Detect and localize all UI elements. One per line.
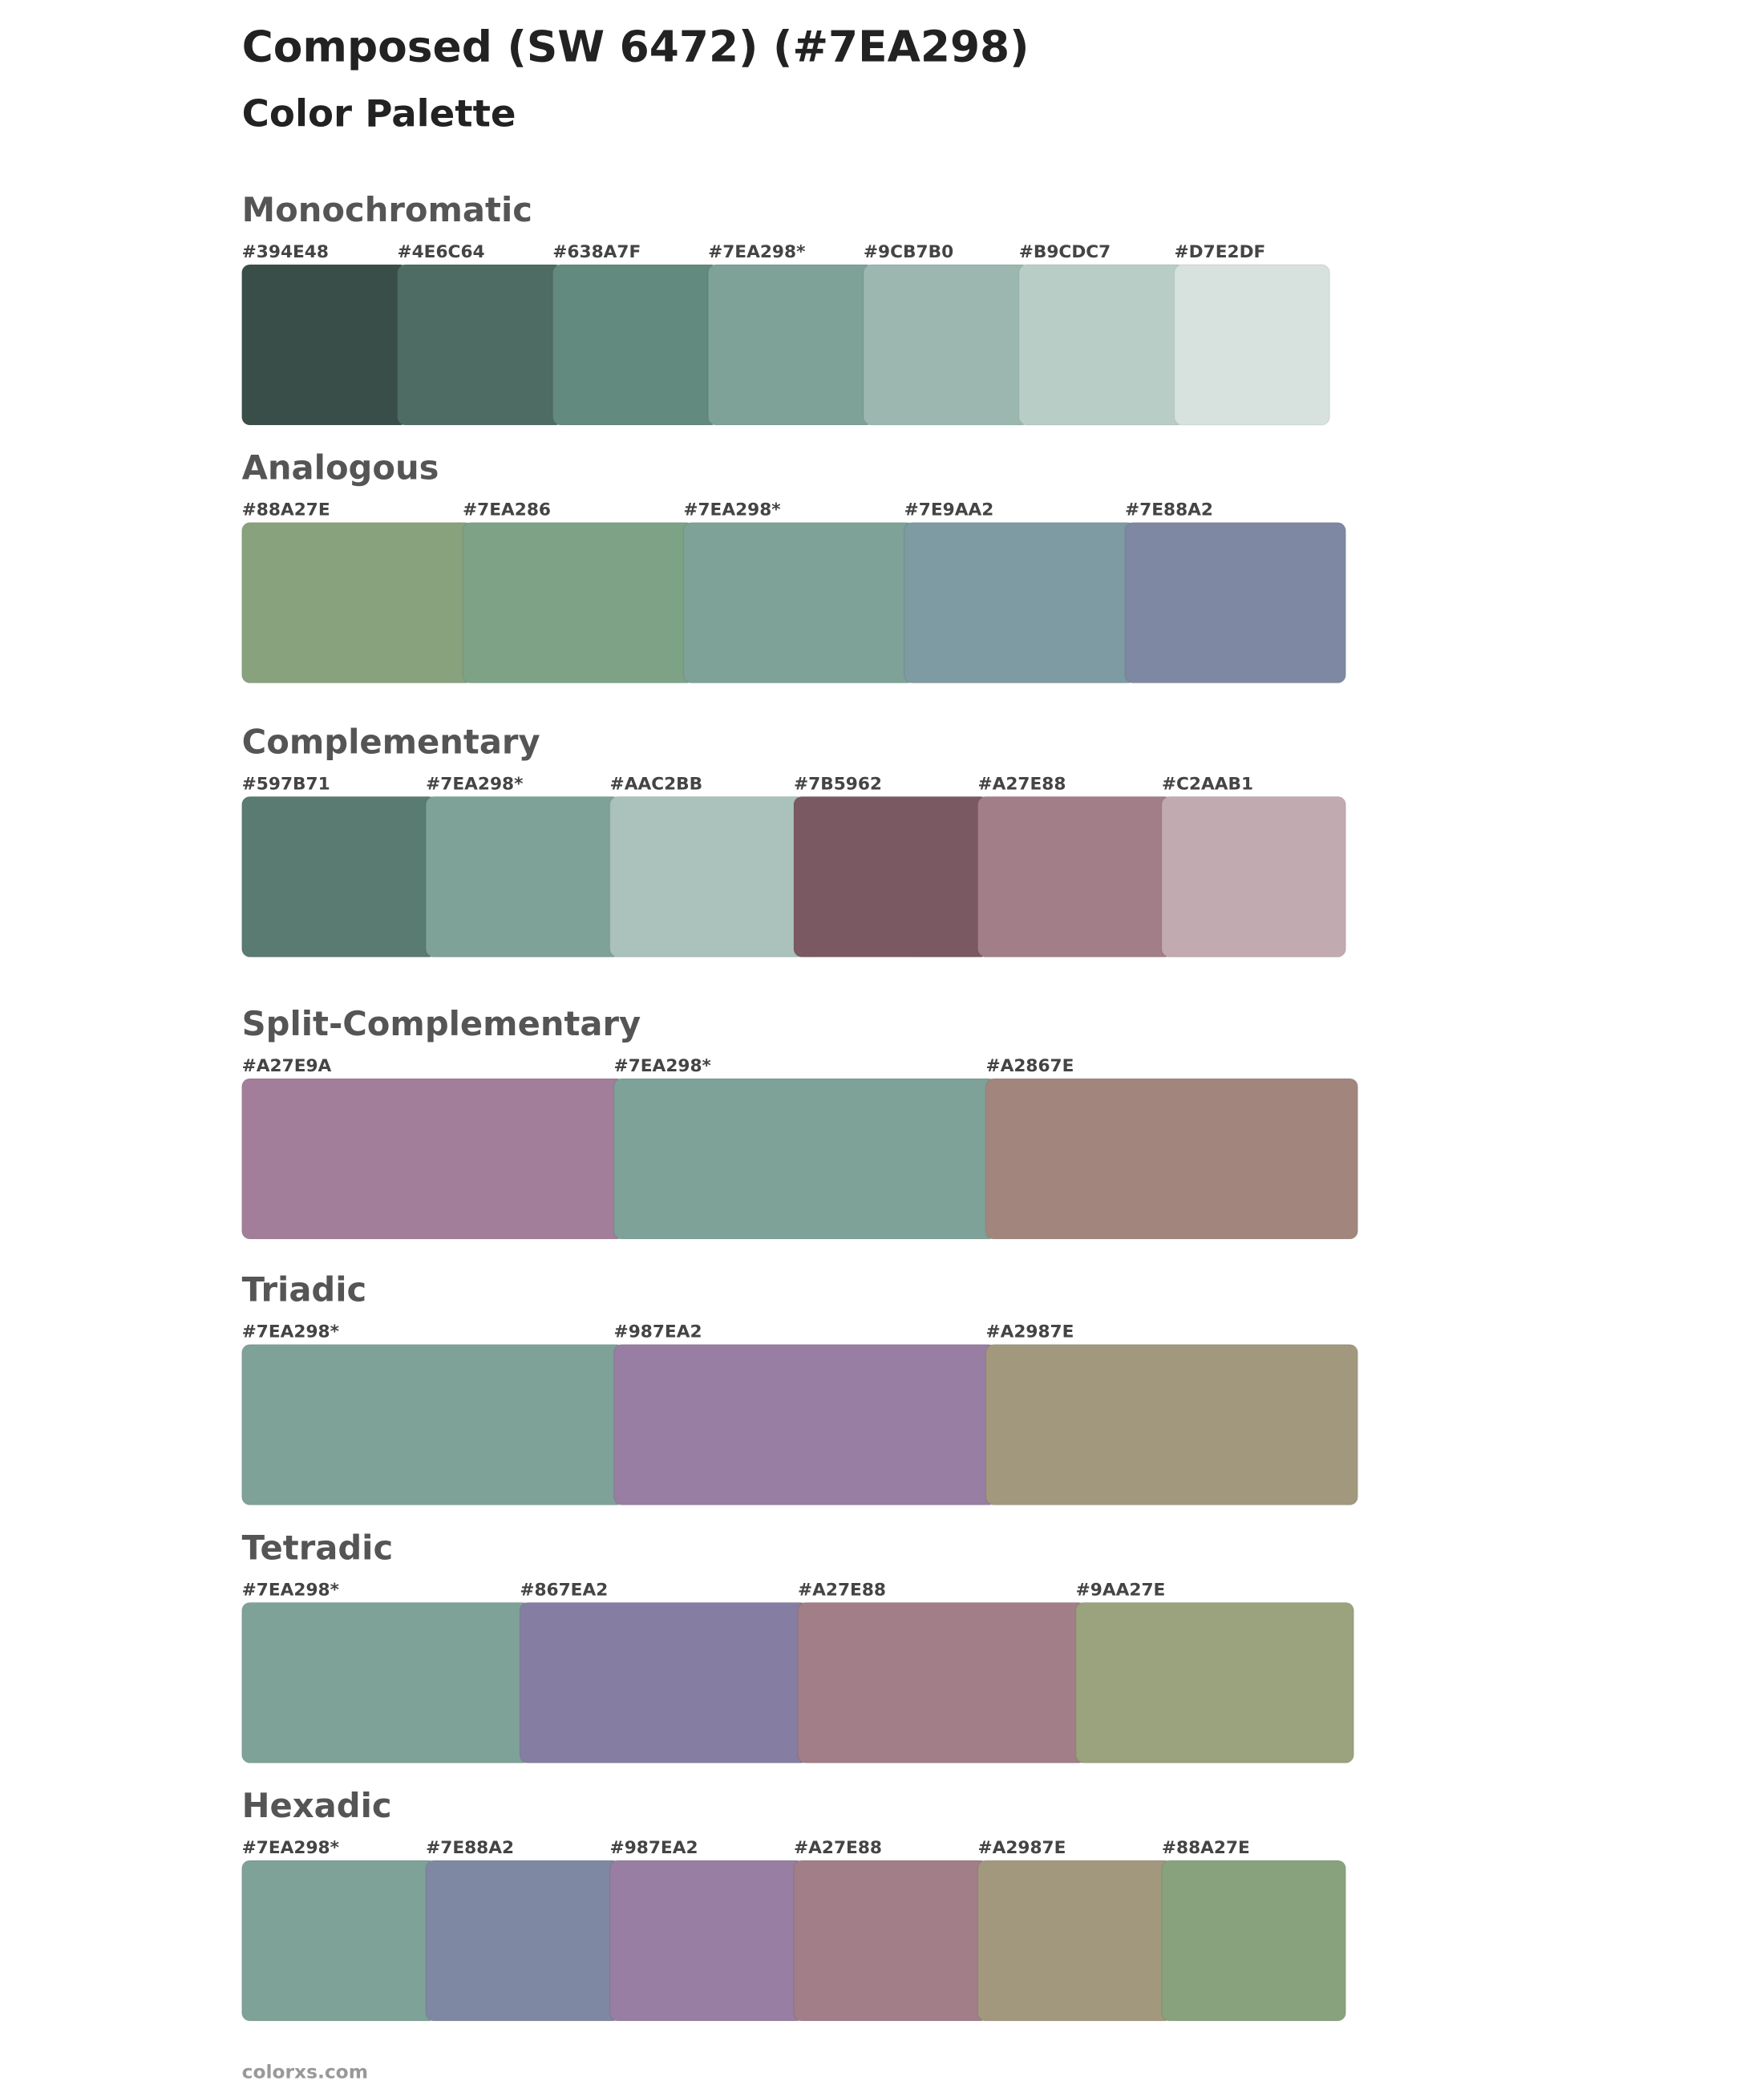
swatch-label: #7EA298* [242,1322,339,1342]
swatch-label: #7E88A2 [426,1838,514,1858]
color-swatch [241,1078,625,1240]
swatch-label: #9AA27E [1076,1580,1166,1600]
color-swatch [396,264,564,426]
swatch-label: #88A27E [1162,1838,1250,1858]
color-swatch [977,1860,1174,2022]
swatch-label: #A2867E [985,1056,1074,1076]
section-title: Analogous [242,448,439,488]
color-swatch [241,1601,532,1764]
color-swatch [985,1078,1359,1240]
section-title: Triadic [242,1270,367,1310]
swatch-label: #A2987E [985,1322,1074,1342]
swatch-label: #88A27E [242,500,330,520]
swatch-label: #638A7F [552,242,641,262]
color-swatch [985,1343,1359,1506]
swatch-label: #A2987E [977,1838,1066,1858]
swatch-label: #9CB7B0 [864,242,953,262]
swatch-label: #A27E88 [798,1580,886,1600]
color-swatch [241,1343,625,1506]
swatch-label: #A27E9A [242,1056,332,1076]
swatch-label: #7E88A2 [1125,500,1213,520]
color-swatch [519,1601,810,1764]
color-swatch [241,1860,438,2022]
color-swatch [682,521,916,684]
color-swatch [1161,796,1347,958]
color-swatch [241,264,409,426]
swatch-label: #7EA298* [614,1056,711,1076]
swatch-label: #D7E2DF [1175,242,1266,262]
color-swatch [797,1601,1087,1764]
footer: colorxs.com [242,2061,368,2083]
swatch-label: #7EA298* [426,774,523,794]
color-swatch [793,1860,989,2022]
swatch-label: #7EA298* [242,1580,339,1600]
color-swatch [793,796,989,958]
color-swatch [241,521,475,684]
swatch-label: #597B71 [242,774,330,794]
swatch-label: #4E6C64 [397,242,484,262]
swatch-label: #7EA298* [242,1838,339,1858]
section-title: Monochromatic [242,190,532,229]
color-swatch [1018,264,1186,426]
color-swatch [613,1343,997,1506]
swatch-label: #7EA298* [708,242,805,262]
color-swatch [903,521,1137,684]
color-swatch [609,1860,806,2022]
color-swatch [425,796,621,958]
swatch-label: #7EA286 [463,500,551,520]
swatch-label: #7E9AA2 [904,500,994,520]
swatch-label: #987EA2 [610,1838,698,1858]
swatch-label: #7EA298* [683,500,780,520]
swatch-label: #7B5962 [794,774,882,794]
color-swatch [1161,1860,1347,2022]
swatch-label: #987EA2 [614,1322,702,1342]
page-title: Composed (SW 6472) (#7EA298) [242,21,1030,71]
swatch-label: #394E48 [242,242,329,262]
section-title: Tetradic [242,1528,394,1567]
color-swatch [613,1078,997,1240]
color-swatch [241,796,438,958]
color-swatch [552,264,720,426]
swatch-label: #A27E88 [794,1838,882,1858]
swatch-label: #C2AAB1 [1162,774,1253,794]
color-swatch [462,521,695,684]
swatch-label: #867EA2 [520,1580,608,1600]
color-swatch [1173,264,1331,426]
section-title: Complementary [242,722,540,761]
swatch-label: #AAC2BB [610,774,703,794]
color-swatch [977,796,1174,958]
color-swatch [1124,521,1347,684]
swatch-label: #B9CDC7 [1019,242,1111,262]
page-subtitle: Color Palette [242,93,516,136]
section-title: Hexadic [242,1786,392,1825]
color-swatch [609,796,806,958]
color-swatch [863,264,1030,426]
section-title: Split-Complementary [242,1004,641,1043]
color-swatch [707,264,876,426]
color-swatch [425,1860,621,2022]
color-swatch [1074,1601,1355,1764]
swatch-label: #A27E88 [977,774,1066,794]
